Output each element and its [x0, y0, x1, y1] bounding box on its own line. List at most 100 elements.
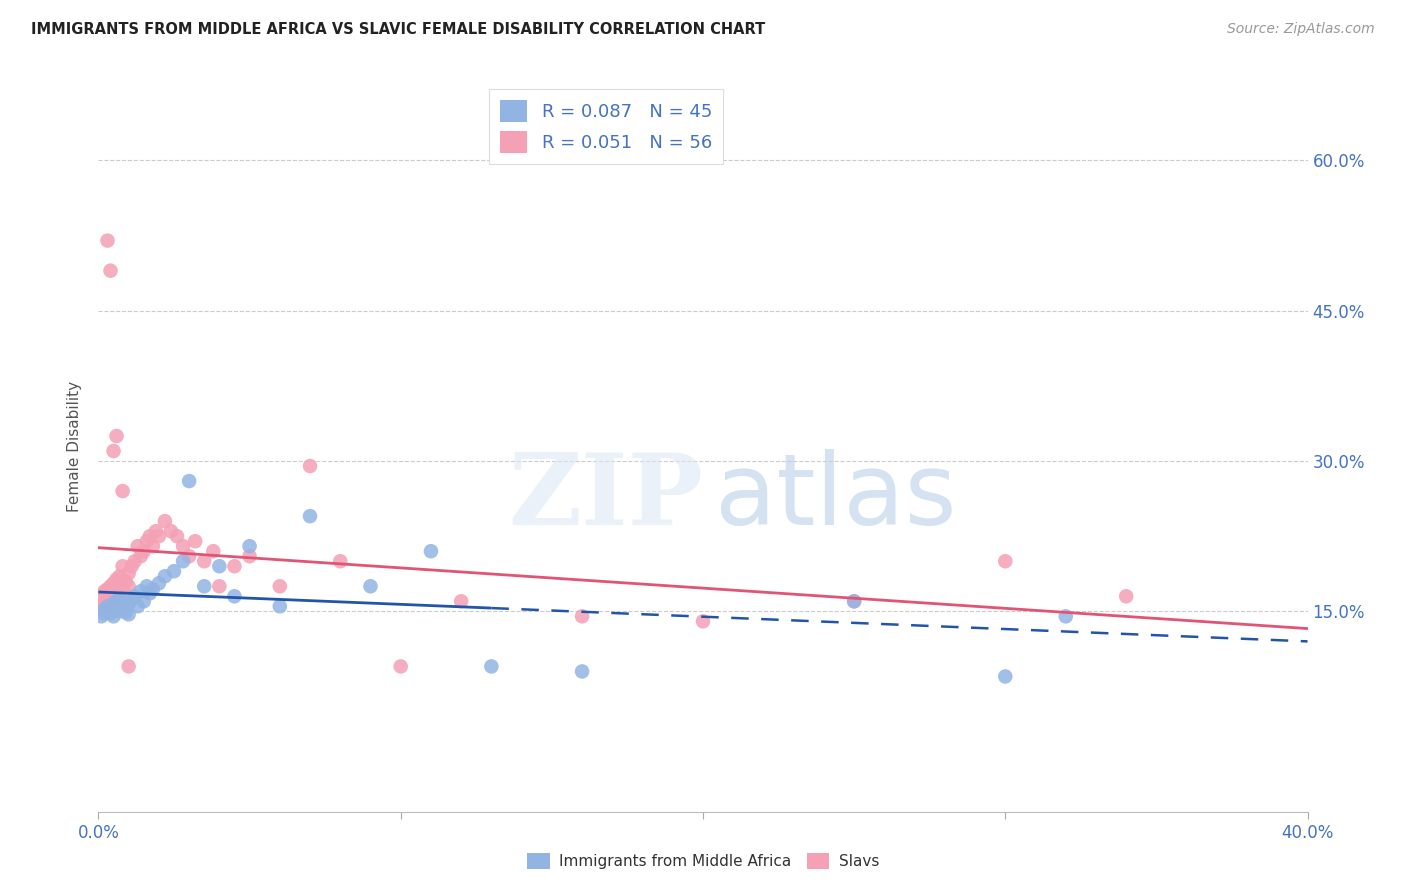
- Point: [100, 602, 122, 616]
- Point: [139, 586, 162, 600]
- Point: [420, 544, 443, 558]
- Point: [100, 263, 122, 277]
- Point: [1115, 589, 1137, 603]
- Point: [299, 458, 322, 473]
- Point: [184, 534, 207, 549]
- Point: [100, 607, 122, 621]
- Point: [127, 539, 149, 553]
- Point: [132, 544, 155, 558]
- Point: [96, 582, 118, 597]
- Point: [90, 609, 112, 624]
- Point: [105, 572, 128, 586]
- Point: [239, 539, 262, 553]
- Point: [114, 599, 136, 614]
- Point: [118, 579, 141, 593]
- Point: [571, 609, 593, 624]
- Point: [166, 529, 188, 543]
- Point: [105, 429, 128, 443]
- Point: [450, 594, 472, 608]
- Point: [114, 605, 136, 619]
- Legend: R = 0.087   N = 45, R = 0.051   N = 56: R = 0.087 N = 45, R = 0.051 N = 56: [489, 89, 723, 164]
- Point: [163, 564, 186, 578]
- Point: [96, 596, 118, 610]
- Point: [571, 665, 593, 679]
- Text: ZIP: ZIP: [508, 449, 703, 546]
- Point: [208, 559, 231, 574]
- Point: [329, 554, 352, 568]
- Point: [160, 524, 183, 538]
- Point: [108, 579, 131, 593]
- Point: [118, 566, 141, 581]
- Point: [179, 474, 201, 488]
- Legend: Immigrants from Middle Africa, Slavs: Immigrants from Middle Africa, Slavs: [520, 847, 886, 875]
- Point: [111, 596, 134, 610]
- Point: [224, 589, 246, 603]
- Point: [153, 569, 176, 583]
- Point: [239, 549, 262, 564]
- Point: [224, 559, 246, 574]
- Point: [692, 615, 714, 629]
- Point: [299, 509, 322, 524]
- Point: [132, 594, 155, 608]
- Point: [105, 594, 128, 608]
- Point: [135, 534, 157, 549]
- Point: [142, 582, 165, 597]
- Point: [121, 559, 143, 574]
- Point: [481, 659, 503, 673]
- Point: [1054, 609, 1077, 624]
- Point: [129, 549, 152, 564]
- Point: [108, 604, 131, 618]
- Point: [103, 596, 125, 610]
- Point: [994, 554, 1017, 568]
- Y-axis label: Female Disability: Female Disability: [67, 380, 83, 512]
- Point: [118, 607, 141, 622]
- Point: [139, 529, 162, 543]
- Point: [269, 579, 291, 593]
- Text: Source: ZipAtlas.com: Source: ZipAtlas.com: [1227, 22, 1375, 37]
- Point: [96, 599, 118, 614]
- Point: [389, 659, 412, 673]
- Text: atlas: atlas: [716, 449, 956, 546]
- Point: [100, 579, 122, 593]
- Point: [172, 554, 194, 568]
- Point: [844, 594, 866, 608]
- Point: [148, 529, 170, 543]
- Point: [202, 544, 225, 558]
- Point: [360, 579, 382, 593]
- Point: [193, 554, 215, 568]
- Point: [96, 604, 118, 618]
- Point: [127, 599, 149, 614]
- Point: [153, 514, 176, 528]
- Point: [96, 234, 118, 248]
- Point: [103, 444, 125, 458]
- Point: [103, 576, 125, 591]
- Point: [108, 592, 131, 607]
- Point: [93, 602, 115, 616]
- Point: [994, 669, 1017, 683]
- Point: [105, 599, 128, 614]
- Point: [135, 579, 157, 593]
- Point: [105, 586, 128, 600]
- Point: [208, 579, 231, 593]
- Point: [844, 594, 866, 608]
- Point: [111, 582, 134, 597]
- Point: [269, 599, 291, 614]
- Point: [111, 601, 134, 615]
- Point: [129, 584, 152, 599]
- Point: [145, 524, 167, 538]
- Point: [108, 569, 131, 583]
- Point: [111, 559, 134, 574]
- Point: [118, 596, 141, 610]
- Point: [93, 584, 115, 599]
- Point: [118, 659, 141, 673]
- Point: [193, 579, 215, 593]
- Text: IMMIGRANTS FROM MIDDLE AFRICA VS SLAVIC FEMALE DISABILITY CORRELATION CHART: IMMIGRANTS FROM MIDDLE AFRICA VS SLAVIC …: [31, 22, 765, 37]
- Point: [114, 574, 136, 589]
- Point: [124, 554, 146, 568]
- Point: [90, 599, 112, 614]
- Point: [124, 589, 146, 603]
- Point: [100, 589, 122, 603]
- Point: [90, 589, 112, 603]
- Point: [93, 594, 115, 608]
- Point: [142, 539, 165, 553]
